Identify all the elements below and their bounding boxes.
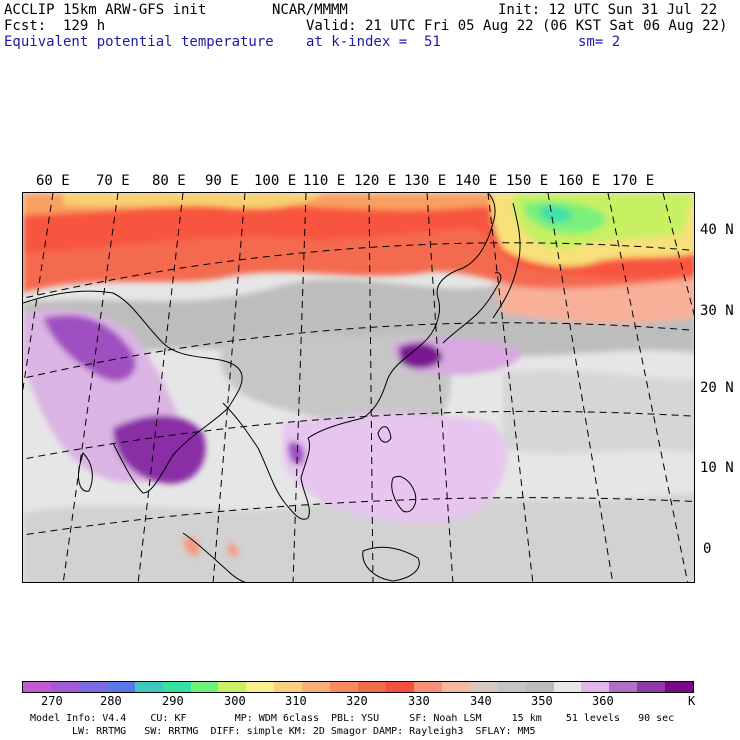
colorbar-label: 310 <box>285 694 307 708</box>
map-panel <box>22 192 695 583</box>
field-shading <box>23 193 694 582</box>
graticule <box>23 193 694 582</box>
lon-label: 70 E <box>96 173 130 189</box>
colorbar-label: 340 <box>470 694 492 708</box>
colorbar-swatch <box>246 682 275 692</box>
theta-e-field <box>23 193 694 582</box>
coastlines <box>23 193 521 582</box>
colorbar-swatch <box>274 682 303 692</box>
colorbar-swatch <box>609 682 638 692</box>
lon-label: 160 E <box>558 173 601 189</box>
colorbar-swatch <box>134 682 163 692</box>
colorbar-label: 300 <box>224 694 246 708</box>
lon-label: 90 E <box>205 173 239 189</box>
colorbar-swatch <box>50 682 79 692</box>
colorbar-swatch <box>441 682 470 692</box>
lon-label: 170 E <box>612 173 655 189</box>
smoothing-label: sm= 2 <box>578 34 621 50</box>
lon-label: 110 E <box>303 173 346 189</box>
colorbar-label: 290 <box>162 694 184 708</box>
lat-label: 20 N <box>700 380 734 396</box>
lon-label: 150 E <box>506 173 549 189</box>
colorbar-swatch <box>525 682 554 692</box>
colorbar-swatch <box>330 682 359 692</box>
level-label: at k-index = 51 <box>306 34 441 50</box>
org-label: NCAR/MMMM <box>272 2 348 18</box>
colorbar-swatch <box>302 682 331 692</box>
colorbar-swatch <box>358 682 386 692</box>
colorbar-swatch <box>190 682 219 692</box>
field-name: Equivalent potential temperature <box>4 34 274 50</box>
colorbar-label: 280 <box>100 694 122 708</box>
model-info-line2: LW: RRTMG SW: RRTMG DIFF: simple KM: 2D … <box>72 726 536 737</box>
colorbar-swatch <box>218 682 247 692</box>
colorbar-swatch <box>581 682 610 692</box>
colorbar-label: 350 <box>531 694 553 708</box>
lon-label: 100 E <box>254 173 297 189</box>
model-title: ACCLIP 15km ARW-GFS init <box>4 2 207 18</box>
lat-label: 0 <box>703 541 712 557</box>
colorbar-label: 270 <box>41 694 63 708</box>
colorbar-swatch <box>553 682 582 692</box>
colorbar-swatch <box>497 682 526 692</box>
lon-label: 130 E <box>404 173 447 189</box>
colorbar <box>22 681 694 693</box>
colorbar-swatch <box>106 682 135 692</box>
colorbar-swatch <box>385 682 414 692</box>
colorbar-swatch <box>162 682 191 692</box>
model-info-line1: Model Info: V4.4 CU: KF MP: WDM 6class P… <box>30 713 675 724</box>
lon-label: 120 E <box>354 173 397 189</box>
lat-label: 30 N <box>700 303 734 319</box>
valid-time: Valid: 21 UTC Fri 05 Aug 22 (06 KST Sat … <box>306 18 728 34</box>
colorbar-swatch <box>413 682 442 692</box>
colorbar-swatch <box>469 682 498 692</box>
colorbar-swatch <box>637 682 666 692</box>
lon-label: 60 E <box>36 173 70 189</box>
lon-label: 80 E <box>152 173 186 189</box>
lat-label: 10 N <box>700 460 734 476</box>
init-time: Init: 12 UTC Sun 31 Jul 22 <box>498 2 718 18</box>
colorbar-swatch <box>78 682 107 692</box>
colorbar-label: K <box>688 694 696 708</box>
colorbar-label: 320 <box>346 694 368 708</box>
colorbar-label: 360 <box>592 694 614 708</box>
lon-label: 140 E <box>455 173 498 189</box>
forecast-hour: Fcst: 129 h <box>4 18 106 34</box>
colorbar-label: 330 <box>408 694 430 708</box>
colorbar-swatch <box>23 682 51 692</box>
colorbar-swatch <box>665 682 694 692</box>
lat-label: 40 N <box>700 222 734 238</box>
